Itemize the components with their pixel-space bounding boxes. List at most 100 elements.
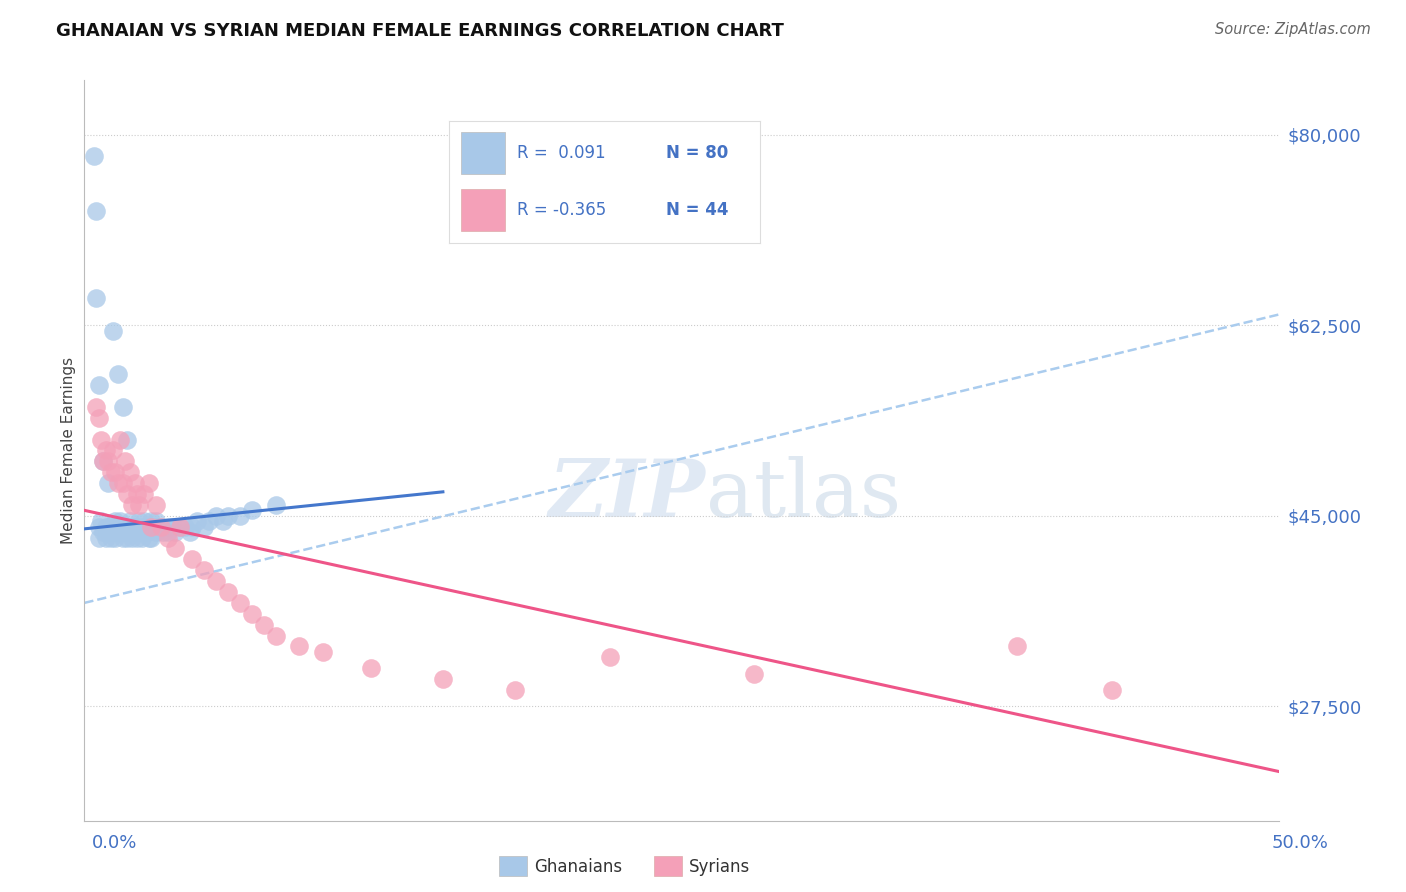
Point [253, 617, 276, 632]
Point [107, 525, 129, 540]
Point [121, 519, 143, 533]
Point [131, 531, 153, 545]
Point [107, 476, 129, 491]
Point [107, 519, 129, 533]
Text: Source: ZipAtlas.com: Source: ZipAtlas.com [1215, 22, 1371, 37]
Point [111, 525, 134, 540]
Point [179, 525, 201, 540]
Point [93, 525, 115, 540]
Point [118, 465, 141, 479]
Point [100, 531, 122, 545]
Text: Ghanaians: Ghanaians [534, 858, 623, 876]
Point [141, 531, 163, 545]
Point [138, 531, 160, 545]
Point [101, 519, 124, 533]
Point [240, 503, 263, 517]
Point [193, 519, 215, 533]
Point [145, 525, 167, 540]
Point [432, 672, 454, 686]
Point [128, 498, 150, 512]
Point [114, 519, 136, 533]
Point [155, 519, 177, 533]
Point [86, 203, 108, 218]
Point [86, 400, 108, 414]
Text: 0.0%: 0.0% [91, 834, 136, 852]
Point [217, 585, 239, 599]
Point [312, 645, 335, 659]
Point [125, 531, 148, 545]
Point [186, 514, 208, 528]
Point [229, 508, 252, 523]
Point [111, 531, 134, 545]
Point [159, 519, 181, 533]
Point [197, 514, 219, 528]
Point [128, 525, 150, 540]
Text: GHANAIAN VS SYRIAN MEDIAN FEMALE EARNINGS CORRELATION CHART: GHANAIAN VS SYRIAN MEDIAN FEMALE EARNING… [56, 22, 785, 40]
Point [104, 465, 127, 479]
Point [149, 519, 172, 533]
Point [128, 514, 150, 528]
Point [132, 514, 156, 528]
Point [742, 666, 765, 681]
Point [212, 514, 235, 528]
Point [107, 368, 129, 382]
Point [100, 465, 122, 479]
Point [118, 525, 141, 540]
Point [149, 519, 172, 533]
Point [157, 525, 180, 540]
Point [173, 519, 195, 533]
Point [104, 531, 127, 545]
Point [181, 519, 204, 533]
Point [87, 378, 110, 392]
Point [117, 519, 139, 533]
Point [157, 531, 180, 545]
Point [125, 519, 148, 533]
Point [288, 640, 311, 654]
Point [124, 519, 146, 533]
Point [101, 443, 124, 458]
Point [1101, 683, 1123, 698]
Point [145, 498, 167, 512]
Point [165, 541, 187, 556]
Point [90, 514, 112, 528]
Point [141, 519, 163, 533]
Point [152, 525, 174, 540]
Point [148, 519, 170, 533]
Point [110, 514, 132, 528]
Point [217, 508, 239, 523]
Point [86, 291, 108, 305]
Point [114, 525, 136, 540]
Point [94, 531, 117, 545]
Point [114, 454, 136, 468]
Point [240, 607, 263, 621]
Point [138, 519, 160, 533]
Text: atlas: atlas [706, 456, 901, 534]
Point [131, 519, 153, 533]
Point [118, 514, 141, 528]
Point [121, 531, 143, 545]
Point [125, 487, 148, 501]
Point [1005, 640, 1028, 654]
Point [87, 519, 110, 533]
Point [264, 498, 287, 512]
Point [205, 574, 228, 588]
Point [264, 628, 287, 642]
Point [94, 443, 117, 458]
Point [121, 498, 143, 512]
Point [181, 552, 204, 566]
Point [100, 519, 122, 533]
Point [599, 650, 621, 665]
Point [135, 525, 157, 540]
Point [101, 525, 124, 540]
Point [124, 476, 146, 491]
Point [132, 487, 156, 501]
Point [97, 519, 120, 533]
Point [101, 324, 124, 338]
Point [193, 563, 215, 577]
Point [110, 433, 132, 447]
Point [169, 519, 191, 533]
Point [94, 519, 117, 533]
Point [97, 454, 120, 468]
Text: ZIP: ZIP [548, 456, 706, 533]
Point [111, 476, 134, 491]
